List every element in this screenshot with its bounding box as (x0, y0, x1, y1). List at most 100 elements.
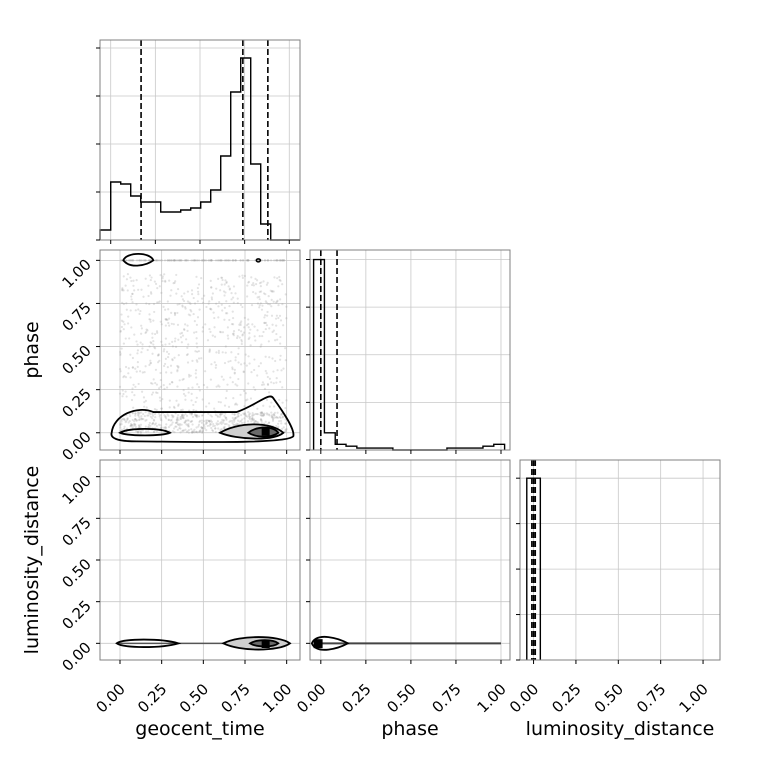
scatter-point (130, 298, 133, 301)
scatter-point (247, 382, 250, 385)
scatter-point (265, 283, 269, 286)
scatter-point (148, 318, 151, 321)
scatter-point (146, 329, 149, 332)
scatter-point (206, 419, 209, 422)
scatter-point (179, 431, 182, 434)
scatter-point (184, 419, 187, 422)
scatter-point (138, 312, 141, 315)
scatter-point (239, 259, 242, 262)
scatter-point (225, 281, 228, 285)
scatter-point (121, 288, 124, 291)
scatter-point (181, 413, 184, 416)
scatter-point (124, 365, 128, 369)
scatter-point (243, 362, 246, 365)
scatter-point (182, 392, 186, 396)
scatter-point (222, 426, 225, 429)
scatter-point (143, 371, 146, 374)
scatter-point (244, 392, 247, 395)
scatter-point (250, 417, 254, 420)
scatter-point (272, 290, 275, 293)
scatter-point (262, 413, 265, 416)
scatter-point (205, 421, 208, 424)
scatter-point (132, 284, 135, 287)
scatter-point (218, 415, 221, 418)
scatter-point (282, 426, 285, 429)
scatter-point (162, 350, 165, 353)
scatter-point (176, 418, 179, 421)
scatter-point (184, 413, 187, 416)
scatter-point (185, 414, 189, 417)
scatter-point (202, 259, 205, 262)
scatter-point (207, 302, 210, 305)
scatter-point (275, 416, 278, 419)
scatter-point (230, 351, 233, 354)
scatter-point (225, 280, 228, 284)
scatter-point (243, 412, 247, 415)
scatter-point (251, 417, 254, 421)
scatter-point (249, 344, 252, 347)
scatter-point (272, 329, 275, 332)
scatter-point (247, 259, 250, 262)
scatter-point (234, 416, 237, 420)
scatter-point (247, 337, 250, 341)
scatter-point (275, 259, 278, 262)
scatter-point (172, 427, 176, 430)
scatter-point (234, 417, 237, 420)
scatter-point (251, 415, 254, 418)
scatter-point (275, 416, 278, 419)
scatter-point (278, 278, 281, 282)
scatter-point (225, 259, 228, 262)
scatter-point (238, 420, 241, 423)
scatter-point (140, 327, 143, 330)
scatter-point (156, 259, 159, 262)
scatter-point (270, 381, 273, 384)
scatter-point (197, 350, 201, 353)
scatter-point (213, 407, 216, 410)
scatter-point (224, 345, 227, 348)
scatter-point (163, 273, 166, 276)
scatter-point (225, 422, 228, 426)
scatter-point (205, 405, 208, 408)
scatter-point (131, 356, 135, 360)
scatter-point (270, 298, 273, 301)
scatter-point (200, 276, 203, 280)
scatter-point (155, 408, 158, 411)
scatter-point (167, 308, 170, 311)
scatter-point (238, 323, 241, 326)
scatter-point (282, 367, 285, 370)
scatter-point (181, 304, 184, 307)
scatter-point (264, 327, 267, 331)
scatter-point (135, 278, 138, 282)
scatter-point (181, 298, 185, 301)
scatter-point (160, 407, 163, 410)
scatter-point (196, 350, 199, 353)
scatter-point (170, 289, 173, 292)
scatter-point (256, 374, 259, 377)
scatter-point (128, 259, 131, 262)
scatter-point (151, 417, 154, 420)
scatter-point (159, 399, 162, 402)
scatter-point (271, 418, 275, 421)
scatter-point (150, 292, 153, 295)
scatter-point (278, 259, 281, 262)
scatter-point (232, 330, 236, 333)
scatter-point (247, 355, 250, 358)
scatter-point (141, 429, 144, 432)
scatter-point (134, 414, 137, 417)
scatter-point (198, 259, 201, 262)
scatter-point (224, 291, 227, 294)
scatter-point (275, 332, 278, 336)
scatter-point (122, 392, 125, 396)
scatter-point (252, 282, 255, 285)
scatter-point (119, 259, 123, 262)
scatter-point (175, 292, 178, 295)
scatter-point (131, 391, 134, 394)
scatter-point (208, 327, 211, 331)
scatter-point (276, 259, 279, 262)
scatter-point (124, 259, 128, 262)
scatter-point (276, 416, 280, 419)
scatter-point (175, 425, 178, 428)
scatter-point (201, 301, 205, 304)
scatter-point (241, 333, 244, 336)
scatter-point (209, 419, 212, 422)
